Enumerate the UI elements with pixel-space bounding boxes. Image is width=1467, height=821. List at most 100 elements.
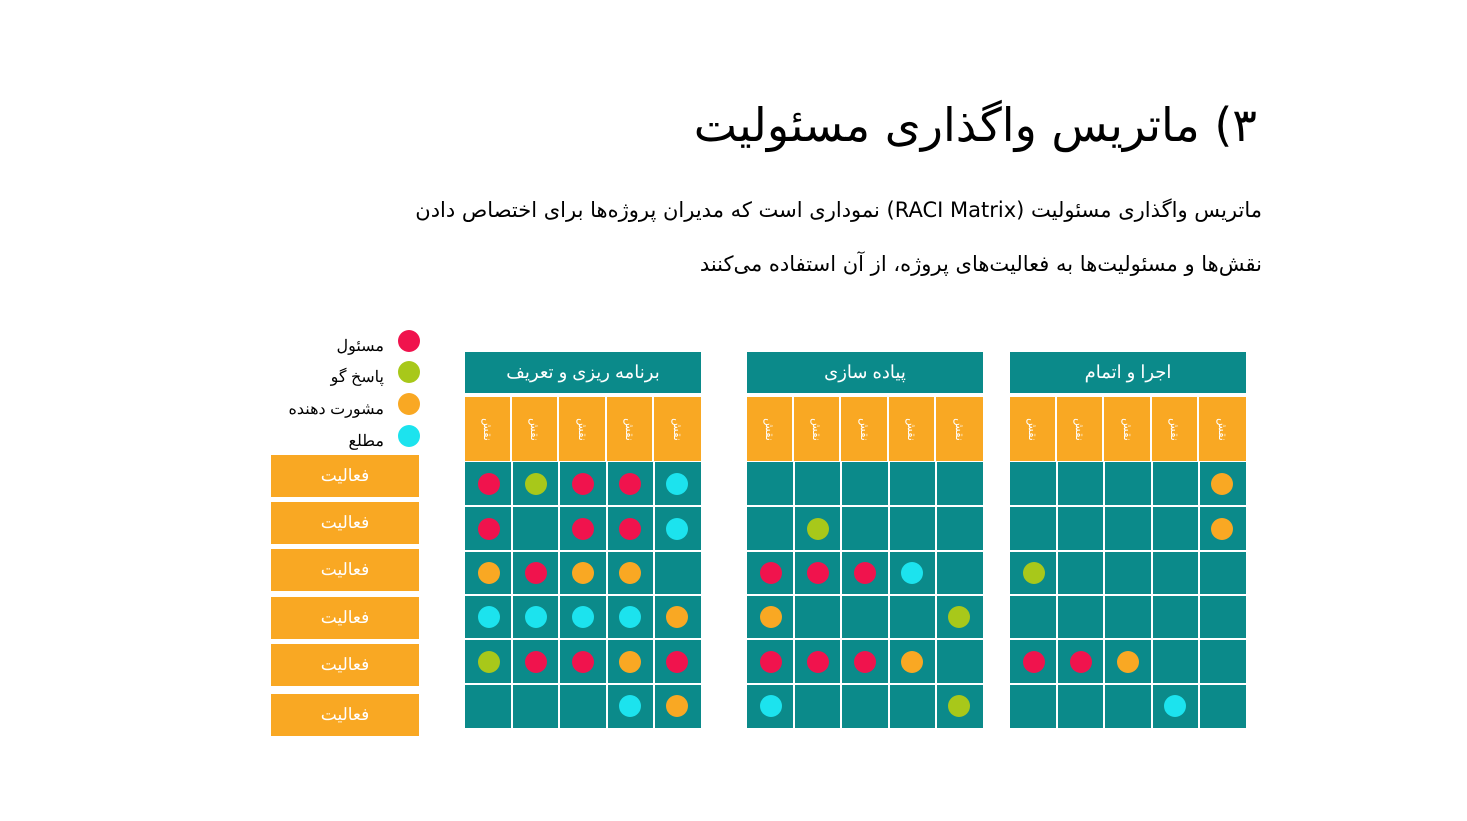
- raci-dot-r: [619, 473, 642, 496]
- role-header-row: نقش نقش نقش نقش نقش: [747, 397, 983, 461]
- legend-dot-a: [398, 361, 420, 383]
- role-label: نقش: [1215, 417, 1228, 441]
- raci-dot-c: [1211, 517, 1234, 540]
- grid-line: [1010, 594, 1246, 596]
- activity-label: فعالیت: [271, 597, 419, 639]
- role-header-cell: نقش: [559, 397, 607, 461]
- raci-dot-r: [806, 650, 829, 673]
- raci-dot-c: [619, 561, 642, 584]
- raci-dot-c: [666, 606, 689, 629]
- role-label: نقش: [857, 417, 870, 441]
- raci-dot-i: [1164, 694, 1187, 717]
- role-label: نقش: [810, 417, 823, 441]
- raci-dot-r: [477, 517, 500, 540]
- raci-dot-i: [524, 606, 547, 629]
- grid-line: [747, 549, 983, 552]
- role-header-cell: نقش: [747, 397, 795, 461]
- phase-block: پیاده سازی نقش نقش نقش نقش نقش: [747, 352, 983, 728]
- role-header-cell: نقش: [1104, 397, 1152, 461]
- role-label: نقش: [904, 417, 917, 441]
- raci-dot-r: [619, 517, 642, 540]
- legend-dot-r: [398, 330, 420, 352]
- raci-dot-i: [666, 473, 689, 496]
- phase-block: برنامه ریزی و تعریف نقش نقش نقش نقش نقش: [465, 352, 701, 728]
- activity-label: فعالیت: [271, 502, 419, 544]
- raci-dot-i: [619, 606, 642, 629]
- raci-dot-a: [477, 650, 500, 673]
- role-label: نقش: [1026, 417, 1039, 441]
- phase-header: برنامه ریزی و تعریف: [465, 352, 701, 393]
- role-label: نقش: [1073, 417, 1086, 441]
- grid-line: [465, 505, 701, 508]
- role-header-cell: نقش: [512, 397, 560, 461]
- raci-dot-a: [1022, 561, 1045, 584]
- raci-dot-r: [759, 650, 782, 673]
- raci-dot-c: [1211, 473, 1234, 496]
- raci-dot-c: [1117, 650, 1139, 673]
- matrix-grid: [465, 462, 701, 728]
- grid-line: [747, 505, 983, 508]
- raci-dot-a: [948, 694, 971, 717]
- raci-dot-r: [1022, 650, 1045, 673]
- grid-line: [1010, 505, 1246, 508]
- role-header-cell: نقش: [1198, 397, 1246, 461]
- role-header-cell: نقش: [606, 397, 654, 461]
- role-header-cell: نقش: [794, 397, 842, 461]
- activity-label: فعالیت: [271, 644, 419, 686]
- role-header-cell: نقش: [888, 397, 936, 461]
- raci-dot-c: [572, 561, 594, 584]
- raci-dot-c: [666, 694, 689, 717]
- role-header-cell: نقش: [935, 397, 983, 461]
- activity-label: فعالیت: [271, 455, 419, 497]
- raci-dot-r: [572, 473, 594, 496]
- description-line-2: نقش‌ها و مسئولیت‌ها به فعالیت‌های پروژه،…: [699, 252, 1262, 276]
- grid-line: [1010, 549, 1246, 552]
- raci-dot-c: [477, 561, 500, 584]
- role-label: نقش: [528, 417, 541, 441]
- role-header-row: نقش نقش نقش نقش نقش: [465, 397, 701, 461]
- raci-dot-i: [572, 606, 594, 629]
- grid-line: [747, 638, 983, 641]
- raci-dot-r: [524, 561, 547, 584]
- phase-header: پیاده سازی: [747, 352, 983, 393]
- role-header-cell: نقش: [1057, 397, 1105, 461]
- page-title: ۳) ماتریس واگذاری مسئولیت: [693, 98, 1257, 152]
- role-label: نقش: [670, 417, 683, 441]
- legend-item-r: مسئول: [240, 330, 420, 355]
- grid-line: [747, 594, 983, 596]
- raci-dot-c: [901, 650, 924, 673]
- legend-dot-i: [398, 425, 420, 447]
- legend: مسئول پاسخ گو مشورت دهنده مطلع: [240, 330, 420, 450]
- role-header-cell: نقش: [465, 397, 513, 461]
- raci-dot-r: [572, 650, 594, 673]
- role-label: نقش: [481, 417, 494, 441]
- role-label: نقش: [575, 417, 588, 441]
- matrix-grid: [747, 462, 983, 728]
- raci-dot-c: [759, 606, 782, 629]
- role-label: نقش: [763, 417, 776, 441]
- role-label: نقش: [952, 417, 965, 441]
- role-label: نقش: [1167, 417, 1180, 441]
- raci-dot-a: [524, 473, 547, 496]
- legend-label: پاسخ گو: [330, 369, 384, 386]
- legend-item-a: پاسخ گو: [240, 361, 420, 386]
- raci-dot-r: [1069, 650, 1092, 673]
- grid-line: [1010, 638, 1246, 641]
- role-header-cell: نقش: [1151, 397, 1199, 461]
- legend-label: مشورت دهنده: [288, 401, 384, 418]
- raci-dot-r: [854, 650, 876, 673]
- legend-item-c: مشورت دهنده: [240, 393, 420, 418]
- phase-header: اجرا و اتمام: [1010, 352, 1246, 393]
- raci-dot-r: [759, 561, 782, 584]
- description-line-1: ماتریس واگذاری مسئولیت (RACI Matrix) نمو…: [415, 198, 1262, 222]
- raci-dot-r: [477, 473, 500, 496]
- raci-dot-r: [666, 650, 689, 673]
- grid-line: [465, 638, 701, 641]
- raci-dot-i: [759, 694, 782, 717]
- raci-dot-i: [901, 561, 924, 584]
- phase-block: اجرا و اتمام نقش نقش نقش نقش نقش: [1010, 352, 1246, 728]
- role-header-cell: نقش: [841, 397, 889, 461]
- raci-dot-r: [572, 517, 594, 540]
- raci-dot-i: [666, 517, 689, 540]
- legend-label: مسئول: [336, 338, 384, 355]
